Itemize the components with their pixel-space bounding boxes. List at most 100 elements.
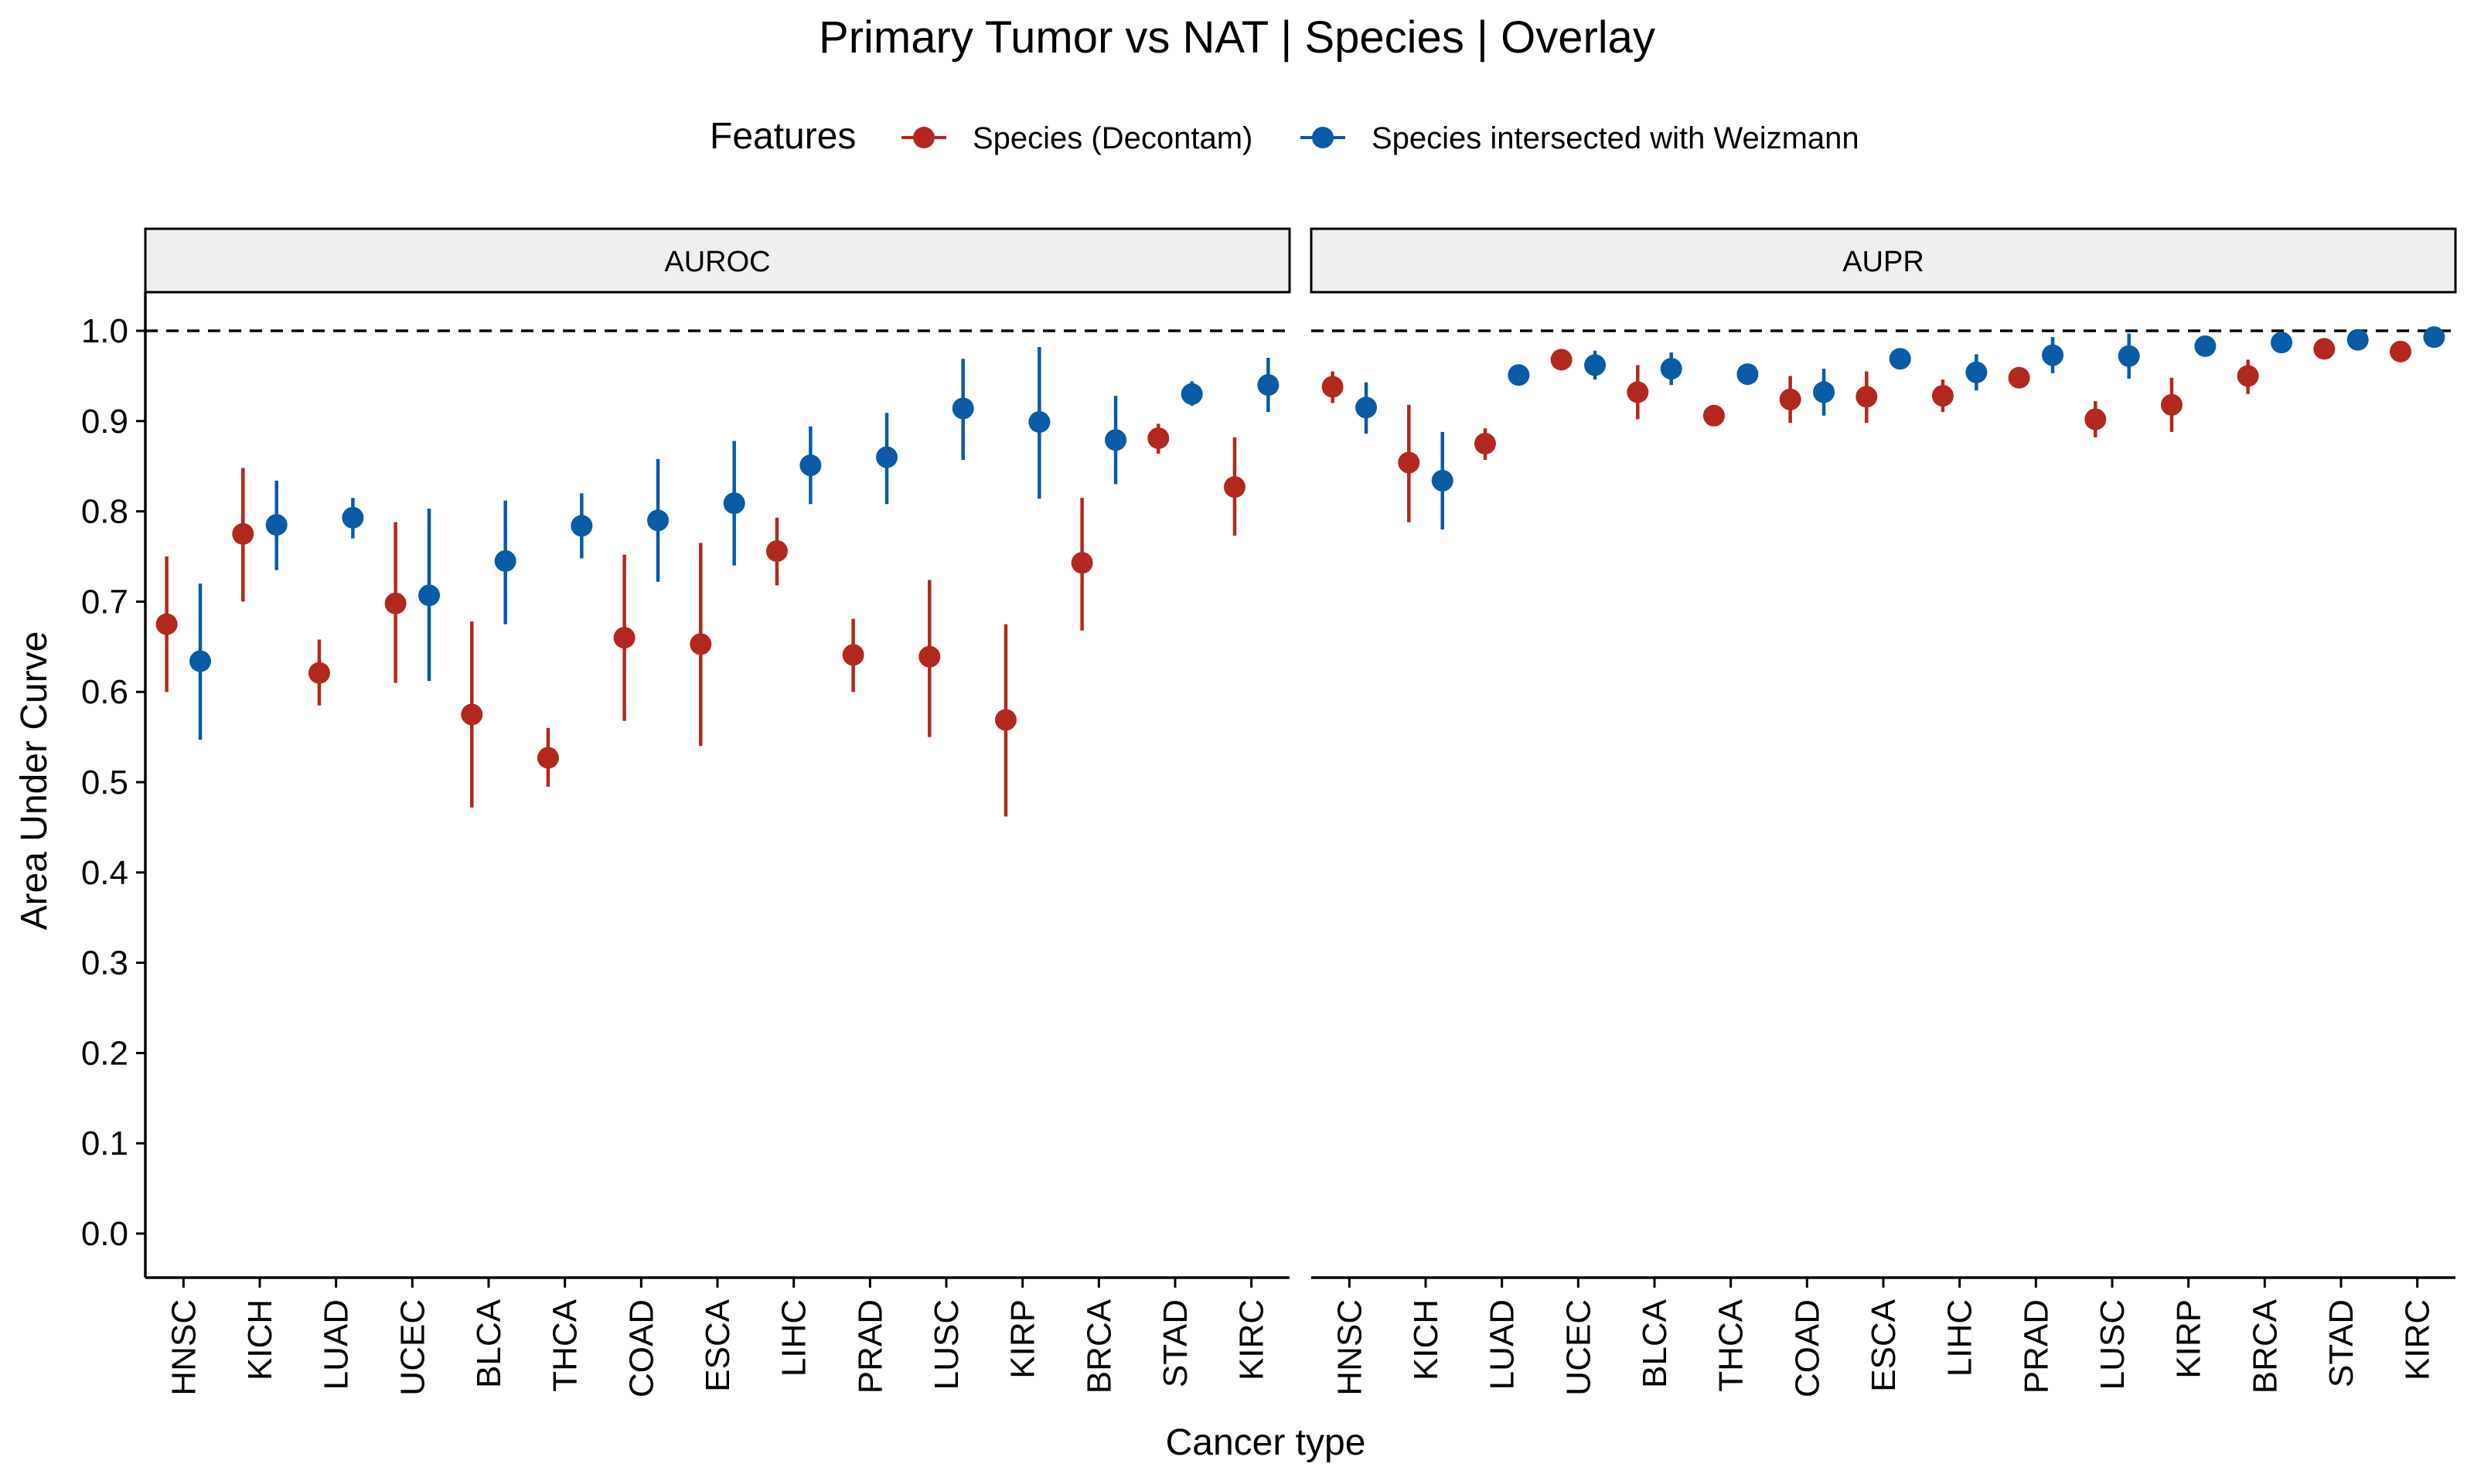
data-point — [1931, 385, 1954, 407]
panel-strip — [144, 227, 1291, 294]
data-point — [1321, 376, 1344, 398]
series-weizmann — [1355, 326, 2445, 529]
series-decontam — [1321, 338, 2411, 522]
data-point — [384, 592, 407, 614]
data-point — [876, 446, 898, 468]
x-tick-label: UCEC — [1559, 1299, 1597, 1396]
y-tick-label: 0.4 — [81, 854, 128, 892]
x-tick-label: LIHC — [1941, 1299, 1979, 1377]
data-point — [2423, 326, 2445, 349]
data-point — [189, 650, 212, 672]
data-point — [2118, 345, 2140, 367]
y-tick-label: 0.6 — [81, 673, 128, 711]
y-tick-label: 0.8 — [81, 493, 128, 531]
data-point — [2042, 344, 2064, 366]
data-point — [155, 613, 178, 635]
panel-aupr: AUPR HNSC KICH LUAD UCEC BLCA THCA COAD ESCA LIHC… — [1310, 227, 2457, 1397]
data-point — [1508, 364, 1530, 386]
data-point — [418, 584, 441, 607]
x-tick-label: STAD — [2322, 1299, 2360, 1387]
x-tick-label: KIRC — [2399, 1299, 2437, 1380]
x-tick-label: BLCA — [1636, 1298, 1674, 1388]
data-point — [2008, 366, 2030, 389]
data-point — [2271, 332, 2293, 354]
chart-title: Primary Tumor vs NAT | Species | Overlay — [819, 12, 1655, 63]
legend-label: Species intersected with Weizmann — [1372, 121, 1859, 155]
data-point — [1660, 358, 1682, 380]
x-tick-label: BRCA — [2246, 1298, 2284, 1394]
data-point — [1398, 451, 1420, 474]
y-tick-label: 1.0 — [81, 312, 128, 350]
data-point — [1181, 383, 1203, 405]
x-tick-label: PRAD — [851, 1299, 889, 1394]
data-point — [461, 703, 483, 726]
legend-key-point — [1312, 127, 1334, 148]
data-point — [1474, 433, 1496, 454]
data-point — [1889, 348, 1911, 370]
data-point — [1965, 361, 1988, 383]
data-point — [2194, 335, 2217, 357]
data-point — [2084, 408, 2107, 431]
data-point — [2160, 393, 2183, 416]
x-tick-label: ESCA — [699, 1298, 737, 1391]
legend-title: Features — [710, 116, 856, 157]
x-axis-title: Cancer type — [1166, 1422, 1366, 1463]
data-point — [690, 633, 712, 655]
y-tick-label: 0.7 — [81, 583, 128, 621]
data-point — [2346, 328, 2369, 351]
x-tick-label: BRCA — [1080, 1298, 1118, 1394]
x-tick-label: LUAD — [1484, 1299, 1522, 1390]
x-tick-label: LUSC — [928, 1299, 966, 1390]
data-point — [1028, 410, 1051, 433]
x-tick-label: ESCA — [1865, 1298, 1903, 1391]
data-point — [1147, 427, 1170, 449]
x-tick-label: THCA — [547, 1298, 584, 1391]
data-point — [1813, 381, 1835, 403]
x-tick-label: THCA — [1712, 1298, 1750, 1391]
data-point — [1702, 404, 1725, 427]
data-point — [2389, 340, 2411, 362]
data-point — [537, 747, 559, 769]
data-point — [1779, 388, 1801, 410]
x-tick-label: UCEC — [394, 1299, 431, 1396]
x-tick-label: KICH — [1407, 1299, 1445, 1380]
data-point — [571, 515, 593, 537]
data-point — [1355, 397, 1378, 419]
data-point — [723, 492, 745, 515]
data-point — [494, 550, 516, 572]
data-point — [1736, 363, 1759, 386]
x-tick-label: COAD — [622, 1299, 660, 1397]
x-tick-label: COAD — [1788, 1299, 1826, 1397]
y-tick-label: 0.0 — [81, 1215, 128, 1253]
x-tick-label: BLCA — [470, 1298, 508, 1388]
x-tick-label: LIHC — [775, 1299, 813, 1377]
data-point — [1223, 476, 1246, 499]
data-point — [647, 509, 670, 532]
data-point — [2237, 365, 2259, 387]
panel-auroc: AUROC 0.0 0.1 0.2 0.3 0.4 0.5 0.6 0.7 0.8 0.9 1.0 HN… — [81, 227, 1291, 1397]
y-axis-title: Area Under Curve — [14, 631, 55, 931]
x-tick-label: HNSC — [165, 1299, 203, 1396]
data-point — [994, 709, 1017, 731]
x-tick-label: LUSC — [2094, 1299, 2132, 1390]
y-tick-label: 0.2 — [81, 1034, 128, 1072]
data-point — [842, 644, 864, 666]
series-weizmann — [189, 347, 1280, 740]
panel-strip-label: AUROC — [664, 246, 770, 278]
data-point — [1071, 552, 1093, 574]
y-tick-label: 0.5 — [81, 764, 128, 802]
data-point — [1550, 349, 1573, 371]
x-tick-label: KICH — [241, 1299, 279, 1380]
plot-panels: AUROC 0.0 0.1 0.2 0.3 0.4 0.5 0.6 0.7 0.8 0.9 1.0 HN… — [81, 227, 2457, 1397]
x-tick-label: KIRC — [1233, 1299, 1271, 1380]
data-point — [342, 506, 364, 529]
legend-label: Species (Decontam) — [973, 121, 1252, 155]
x-tick-label: PRAD — [2017, 1299, 2055, 1394]
data-point — [918, 645, 941, 668]
legend: Features Species (Decontam) Species inters… — [710, 116, 1859, 157]
data-point — [952, 397, 974, 420]
x-tick-label: KIRP — [2170, 1299, 2208, 1379]
y-tick-label: 0.9 — [81, 403, 128, 441]
panel-strip-label: AUPR — [1842, 246, 1924, 278]
data-point — [1257, 374, 1280, 397]
